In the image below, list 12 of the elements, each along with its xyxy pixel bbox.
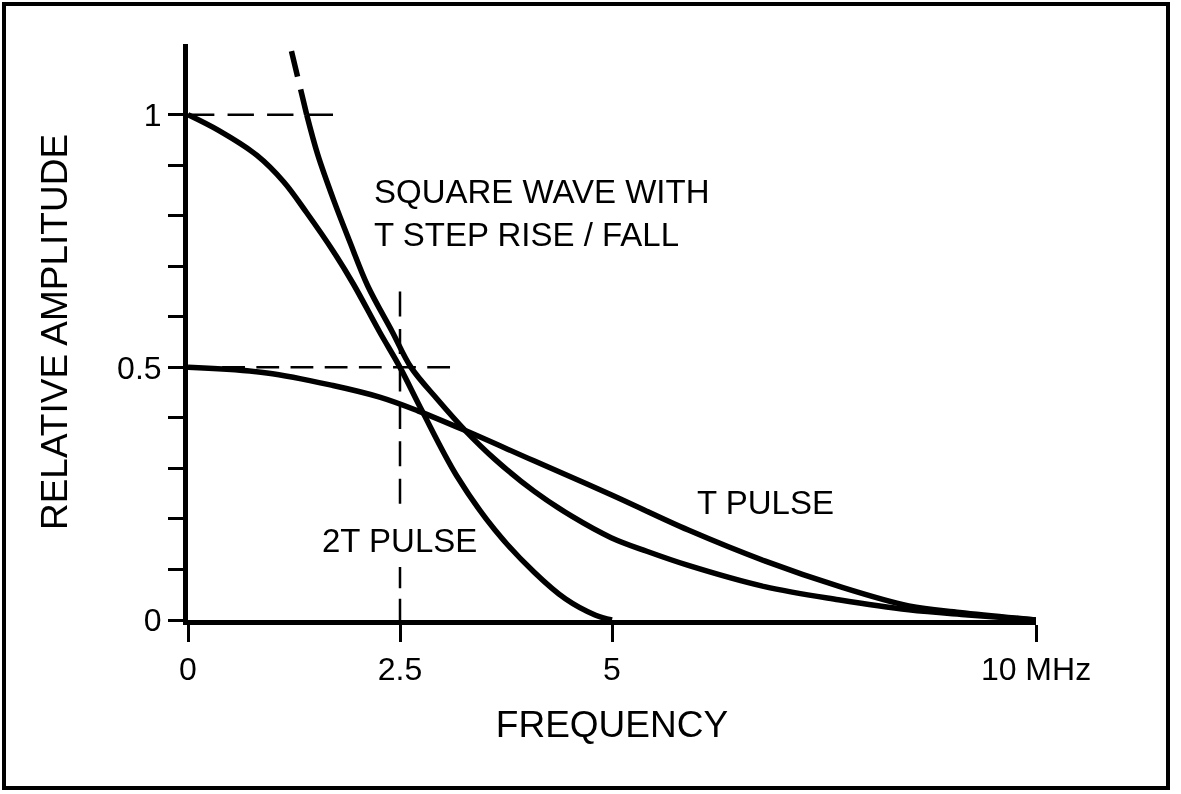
x-tick-label: 10 MHz	[980, 651, 1092, 688]
y-tick-label: 0.5	[117, 349, 162, 386]
y-tick-label: 0	[143, 602, 162, 639]
series-label: 2T PULSE	[322, 522, 478, 559]
x-tick-label: 2.5	[377, 651, 423, 688]
x-axis-title: FREQUENCY	[495, 703, 729, 745]
x-tick-label: 0	[179, 651, 197, 688]
x-tick-label: 5	[603, 651, 621, 688]
series-label: T PULSE	[697, 484, 834, 521]
y-tick-label: 1	[143, 96, 162, 133]
y-axis-title: RELATIVE AMPLITUDE	[33, 133, 75, 531]
series-label: SQUARE WAVE WITH T STEP RISE / FALL	[374, 173, 710, 253]
